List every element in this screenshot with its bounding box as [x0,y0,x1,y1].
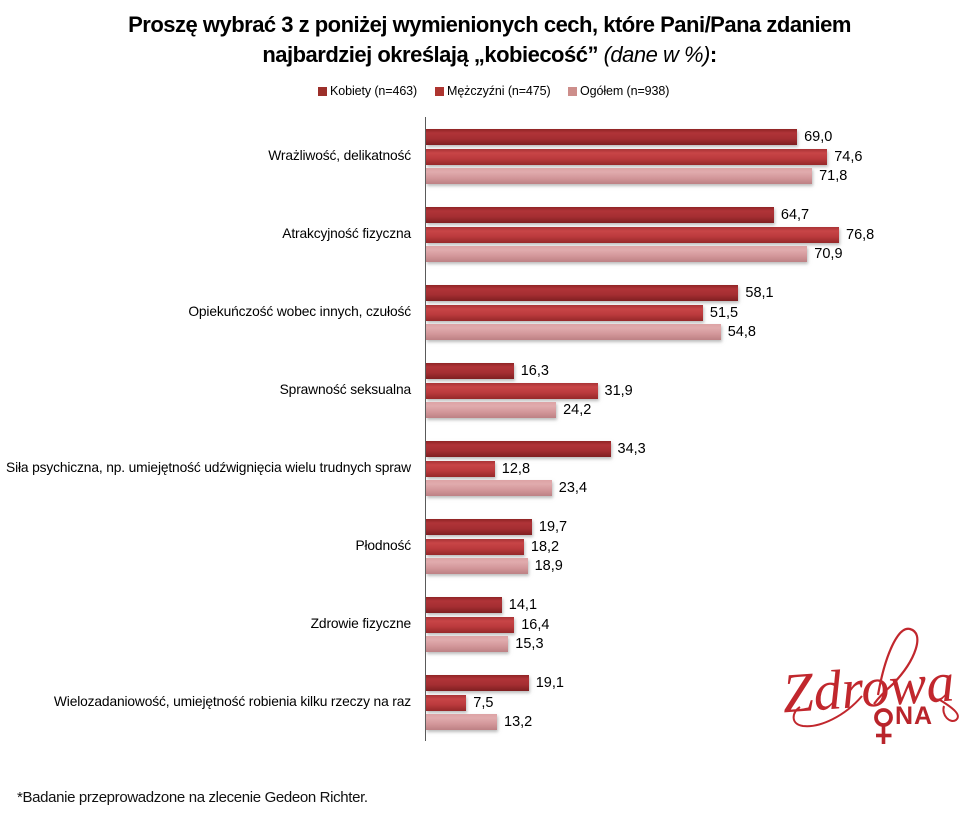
svg-text:NA: NA [895,702,933,730]
svg-text:Zdrowa: Zdrowa [780,651,956,725]
